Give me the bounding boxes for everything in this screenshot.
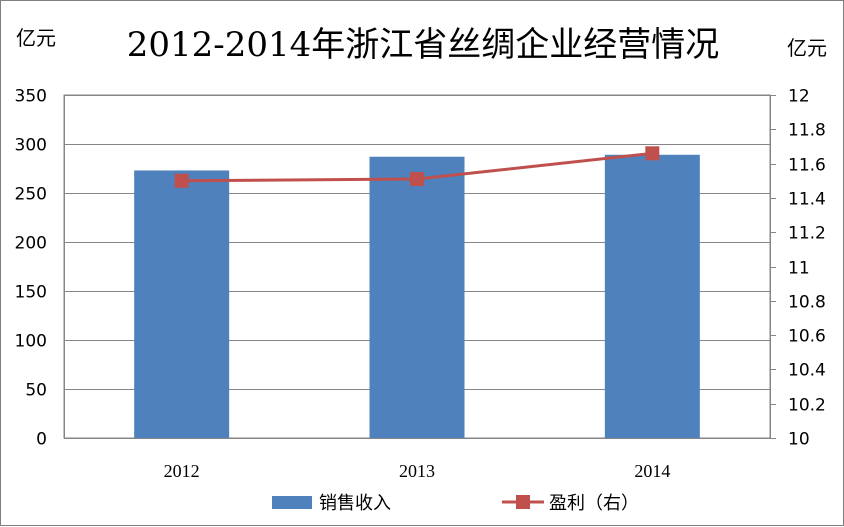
left-axis-tick-label: 350	[15, 87, 47, 107]
legend-label-sales-revenue: 销售收入	[319, 493, 391, 514]
right-axis-tick-label: 10	[788, 430, 810, 450]
right-axis-tick-label: 11.8	[788, 121, 826, 141]
left-axis-tick-label: 150	[15, 283, 47, 303]
right-axis-tick-label: 12	[788, 87, 810, 107]
profit-marker	[174, 173, 189, 188]
right-axis-unit: 亿元	[787, 36, 827, 60]
left-axis-tick-label: 200	[15, 234, 47, 254]
bar-sales-revenue	[134, 170, 230, 438]
right-axis-tick-label: 10.2	[788, 396, 826, 416]
x-axis-tick-label: 2012	[164, 461, 200, 481]
right-axis-tick-label: 11	[788, 259, 810, 279]
bar-sales-revenue	[604, 154, 700, 438]
left-axis-tick-label: 250	[15, 185, 47, 205]
bar-sales-revenue	[369, 156, 465, 439]
chart-title: 2012-2014年浙江省丝绸企业经营情况	[127, 25, 720, 65]
text-layer: 0 50 100 150 200 250 300 350 10 10.2 10.4 10.6 10.8 1…	[15, 25, 827, 481]
profit-marker	[410, 172, 424, 187]
right-axis-tick-label: 11.6	[788, 156, 826, 176]
right-axis-tick-label: 11.2	[788, 224, 826, 244]
legend-layer: 销售收入 盈利（右）	[272, 493, 639, 514]
right-axis-tick-label: 10.6	[788, 327, 826, 347]
x-axis-tick-label: 2013	[399, 461, 435, 481]
right-axis-tick-label: 10.4	[788, 361, 826, 381]
x-axis-tick-label: 2014	[634, 461, 670, 481]
right-axis-tick-label: 10.8	[788, 293, 826, 313]
profit-marker	[645, 146, 660, 161]
left-axis-tick-label: 0	[36, 430, 47, 450]
left-axis-tick-label: 300	[15, 136, 47, 156]
legend-marker-profit	[516, 495, 530, 509]
bars-layer	[134, 154, 700, 439]
right-axis-tick-label: 11.4	[788, 190, 826, 210]
left-axis-tick-label: 100	[15, 332, 47, 352]
left-axis-unit: 亿元	[16, 26, 56, 50]
legend-label-profit: 盈利（右）	[549, 493, 639, 514]
line-layer	[174, 146, 660, 188]
left-axis-tick-label: 50	[25, 381, 47, 401]
axes-layer	[64, 95, 776, 439]
legend-swatch-sales-revenue	[272, 496, 312, 509]
